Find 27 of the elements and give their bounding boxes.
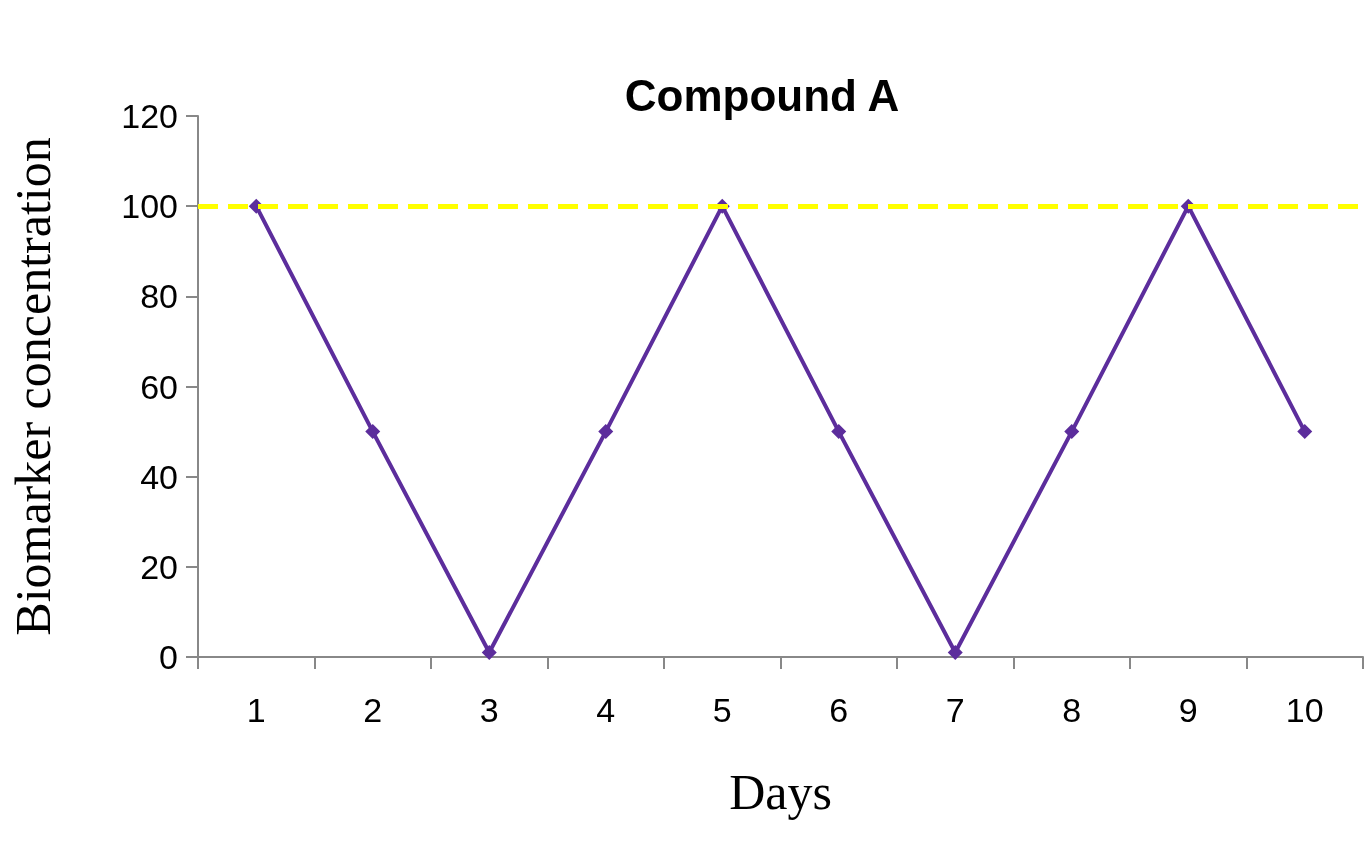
y-tick-label: 80 [140,277,178,316]
y-tick-label: 120 [121,97,178,135]
chart-title: Compound A [624,70,900,120]
point [947,644,963,660]
x-tick-label: 10 [1285,691,1324,729]
point [481,644,497,660]
x-axis-title: Days [729,764,832,820]
x-tick-label: 5 [712,691,732,729]
x-tick-label: 4 [596,691,616,729]
x-tick-label: 7 [945,691,965,729]
point [1297,424,1313,440]
y-axis-title: Biomarker concentration [5,137,61,636]
x-tick-label: 6 [829,691,849,729]
x-tick-label: 8 [1062,691,1082,729]
y-tick-label: 100 [121,187,178,226]
x-tick-label: 2 [363,691,383,729]
point [1064,424,1080,440]
x-tick-label: 9 [1178,691,1198,729]
x-tick-label: 3 [479,691,499,729]
x-tick-label: 1 [246,691,266,729]
y-tick-label: 40 [140,457,178,496]
y-tick-label: 20 [140,547,178,586]
point [365,424,381,440]
y-tick-label: 60 [140,367,178,406]
point [831,424,847,440]
point [598,424,614,440]
y-tick-label: 0 [159,638,178,676]
